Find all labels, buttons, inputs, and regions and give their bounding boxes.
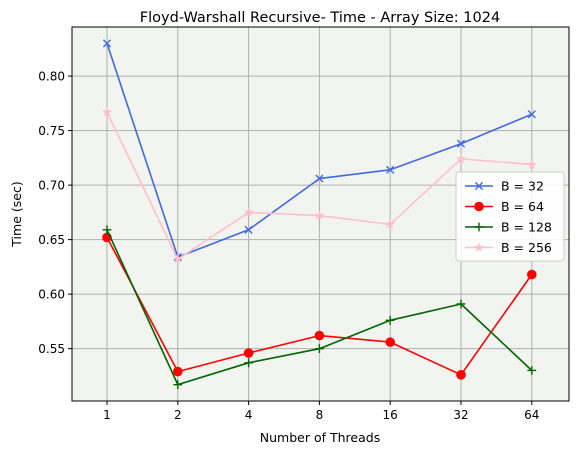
data-point — [456, 299, 466, 309]
chart-title: Floyd-Warshall Recursive- Time - Array S… — [140, 10, 500, 26]
data-point — [102, 39, 112, 48]
legend-marker — [474, 222, 484, 232]
legend-item: B = 256 — [465, 240, 552, 255]
y-tick-label: 0.55 — [38, 342, 65, 356]
data-point — [243, 348, 254, 358]
data-point — [173, 366, 183, 377]
data-point — [527, 110, 536, 119]
data-point — [243, 207, 254, 217]
x-tick-label: 4 — [245, 408, 253, 422]
x-tick-label: 2 — [174, 408, 182, 422]
series-b-128 — [102, 225, 537, 390]
legend-marker — [474, 201, 484, 212]
legend-marker — [474, 242, 484, 252]
data-point — [315, 344, 324, 354]
x-tick-label: 64 — [524, 408, 539, 422]
series-layer — [102, 39, 537, 390]
data-point — [385, 337, 396, 347]
y-tick-label: 0.60 — [38, 288, 65, 302]
data-point — [244, 358, 253, 368]
data-point — [527, 366, 537, 375]
data-point — [102, 106, 112, 117]
legend-item: B = 128 — [465, 220, 552, 235]
legend-item: B = 64 — [465, 199, 544, 214]
data-point — [526, 159, 537, 169]
x-tick-label: 1 — [103, 408, 111, 422]
x-axis-label: Number of Threads — [260, 430, 380, 445]
data-point — [172, 253, 183, 264]
data-point — [244, 225, 253, 234]
y-tick-label: 0.75 — [38, 124, 65, 138]
legend-label: B = 32 — [501, 179, 544, 194]
plot-frame — [71, 26, 570, 402]
data-point — [456, 139, 466, 148]
x-tick-label: 16 — [383, 408, 398, 422]
legend-box — [455, 171, 565, 262]
x-tick-label: 32 — [453, 408, 468, 422]
series-b-64 — [102, 232, 537, 380]
legend-label: B = 64 — [501, 199, 544, 214]
data-point — [173, 380, 183, 390]
data-point — [102, 225, 112, 235]
legend-label: B = 256 — [501, 240, 552, 255]
x-tick-label: 8 — [316, 408, 324, 422]
data-point — [385, 219, 396, 229]
series-b-256 — [102, 106, 537, 264]
y-tick-label: 0.65 — [38, 233, 65, 247]
data-point — [386, 165, 395, 174]
y-tick-label: 0.80 — [38, 70, 65, 84]
axis-ticks: 1 2 4 8 16 32 64 0.55 0.60 0.65 0.70 0.75 0.80 — [38, 70, 539, 422]
y-tick-label: 0.70 — [38, 179, 65, 193]
legend: B = 32 B = 64 B = 128 B = 256 — [455, 171, 565, 262]
data-point — [315, 174, 324, 183]
data-point — [456, 370, 466, 380]
legend-marker — [474, 181, 484, 191]
legend-item: B = 32 — [465, 179, 544, 194]
data-point — [385, 315, 395, 325]
data-point — [527, 269, 537, 280]
data-point — [314, 330, 325, 341]
legend-label: B = 128 — [501, 220, 552, 235]
data-point — [314, 210, 325, 220]
y-axis-label: Time (sec) — [9, 181, 24, 247]
data-point — [456, 153, 466, 164]
